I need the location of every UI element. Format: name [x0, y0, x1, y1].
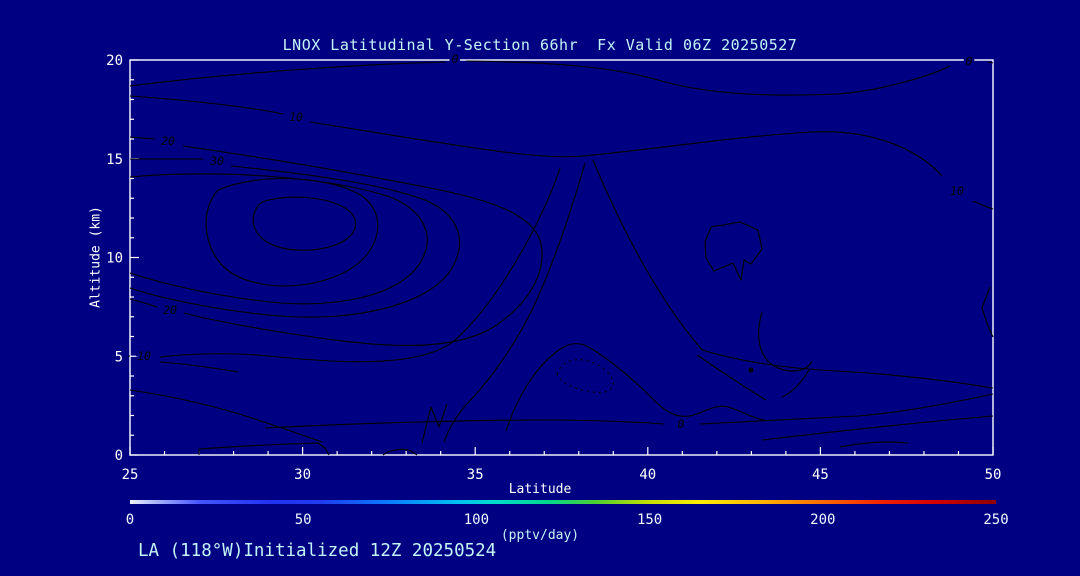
contour-line [129, 95, 994, 210]
colorbar-gradient [130, 500, 996, 504]
colorbar-tick-label: 250 [983, 512, 1009, 528]
y-tick-label: 15 [106, 152, 123, 168]
colorbar-tick-label: 100 [463, 512, 490, 528]
contour-line [252, 196, 357, 251]
init-annotation: LA (118°W)Initialized 12Z 20250524 [138, 541, 497, 561]
x-tick-label: 40 [639, 467, 656, 483]
contour-line [198, 442, 330, 456]
x-tick-label: 25 [122, 467, 139, 483]
colorbar-tick-label: 150 [636, 512, 663, 528]
contour-label: 20 [163, 303, 177, 317]
contour-line [761, 415, 994, 441]
contour-label: 30 [209, 154, 224, 168]
page-title: LNOX Latitudinal Y-Section 66hr Fx Valid… [282, 36, 798, 54]
contour-line [981, 286, 994, 338]
y-tick-label: 0 [115, 448, 123, 464]
y-tick-label: 20 [106, 53, 123, 69]
colorbar-units-label: (pptv/day) [500, 528, 580, 543]
contour-line [129, 389, 323, 443]
x-tick-label: 35 [467, 467, 484, 483]
contour-line [159, 361, 239, 373]
colorbar-tick-label: 50 [294, 512, 312, 528]
x-tick-label: 50 [985, 467, 1002, 483]
contour-line [443, 162, 586, 443]
contour-line [382, 448, 418, 456]
contour-line [264, 393, 994, 429]
plot-frame [129, 59, 994, 456]
contour-line [129, 60, 994, 96]
contour-label: 10 [289, 110, 303, 124]
contour-label: 10 [950, 184, 964, 198]
contour-line [128, 167, 561, 363]
colorbar-tick-label: 200 [810, 512, 836, 528]
y-tick-label: 10 [106, 251, 123, 267]
contour-line [421, 403, 448, 444]
contour-label: 20 [161, 134, 175, 148]
contour-label: 0 [966, 54, 973, 68]
contour-label: 0 [678, 417, 685, 431]
contour-line [205, 177, 379, 287]
contour-line [704, 221, 763, 281]
contour-dot [748, 367, 754, 373]
contour-line [129, 158, 461, 318]
contour-line [129, 136, 543, 346]
contour-label: 10 [137, 349, 151, 363]
contour-line [129, 173, 428, 305]
x-axis-title: Latitude [508, 482, 572, 497]
colorbar-tick-label: 0 [125, 512, 135, 528]
contour-line [839, 441, 909, 448]
contour-line [758, 311, 813, 398]
contour-line [505, 343, 765, 432]
contour-line-dashed [556, 359, 614, 393]
x-tick-label: 30 [294, 467, 311, 483]
y-tick-label: 5 [115, 349, 123, 365]
contour-line [592, 159, 994, 389]
x-tick-label: 45 [812, 467, 829, 483]
y-axis-title: Altitude (km) [88, 206, 104, 308]
contour-label: 0 [452, 52, 459, 66]
contour-line [696, 354, 767, 401]
